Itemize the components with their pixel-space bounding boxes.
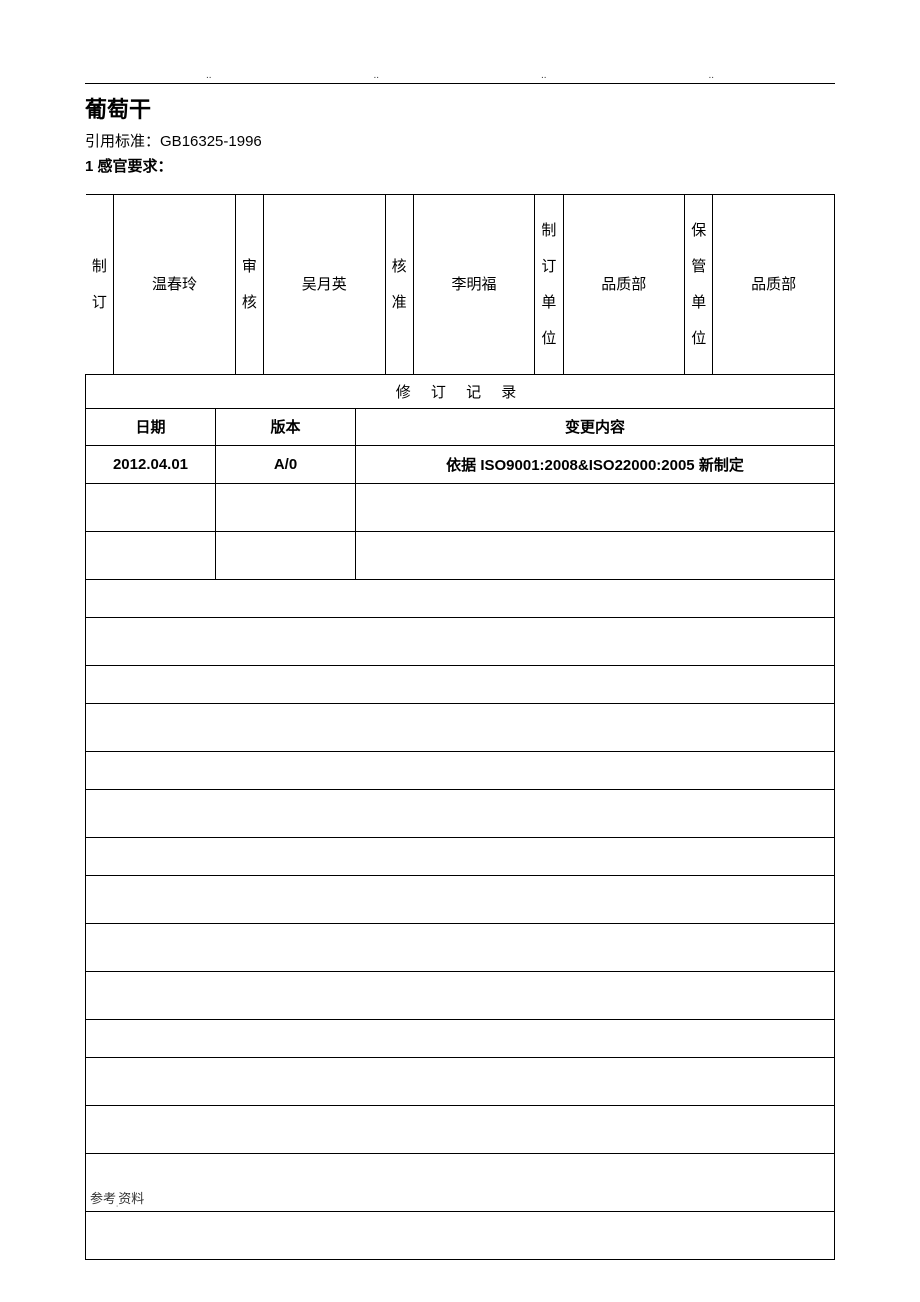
empty-row	[86, 789, 835, 837]
empty-row	[86, 751, 835, 789]
revision-header-date: 日期	[86, 409, 216, 445]
empty-row	[86, 971, 835, 1019]
section-1-heading: 1 感官要求：	[85, 155, 835, 176]
revision-data-row: 2012.04.01 A/0 依据 ISO9001:2008&ISO22000:…	[86, 445, 835, 483]
standard-reference: 引用标准：GB16325-1996	[85, 130, 835, 151]
approval-value-approve: 李明福	[413, 195, 535, 375]
header-dots-row: .. .. .. ..	[85, 70, 835, 81]
approval-label-author: 制订	[86, 195, 114, 375]
empty-row	[86, 665, 835, 703]
footer-text-1: 参考	[90, 1191, 116, 1206]
approval-value-dept: 品质部	[563, 195, 685, 375]
empty-row	[86, 1019, 835, 1057]
empty-row	[86, 483, 835, 531]
revision-change: 依据 ISO9001:2008&ISO22000:2005 新制定	[356, 445, 835, 483]
approval-table: 制订 温春玲 审核 吴月英 核准 李明福 制订单位 品质部 保管单位 品质部 修…	[85, 194, 835, 409]
approval-label-keeper: 保管单位	[685, 195, 713, 375]
footer-reference: 参考.资料	[86, 1153, 835, 1211]
revision-title-row: 修 订 记 录	[86, 375, 835, 409]
document-title: 葡萄干	[85, 92, 835, 124]
empty-row	[86, 531, 835, 579]
footer-text-2: 资料	[118, 1191, 144, 1206]
approval-value-keeper: 品质部	[713, 195, 835, 375]
revision-header-version: 版本	[216, 409, 356, 445]
revision-header-row: 日期 版本 变更内容	[86, 409, 835, 445]
empty-row	[86, 875, 835, 923]
approval-label-dept: 制订单位	[535, 195, 563, 375]
revision-version: A/0	[216, 445, 356, 483]
empty-row	[86, 703, 835, 751]
header-dot: ..	[541, 70, 547, 81]
revision-header-change: 变更内容	[356, 409, 835, 445]
approval-row: 制订 温春玲 审核 吴月英 核准 李明福 制订单位 品质部 保管单位 品质部	[86, 195, 835, 375]
approval-label-review: 审核	[235, 195, 263, 375]
empty-row	[86, 1105, 835, 1153]
header-dot: ..	[708, 70, 714, 81]
empty-row	[86, 923, 835, 971]
empty-row	[86, 1211, 835, 1259]
header-divider	[85, 83, 835, 84]
footer-row: 参考.资料	[86, 1153, 835, 1211]
standard-value: GB16325-1996	[160, 133, 262, 150]
header-dot: ..	[206, 70, 212, 81]
standard-label: 引用标准：	[85, 133, 160, 150]
document-page: .. .. .. .. 葡萄干 引用标准：GB16325-1996 1 感官要求…	[0, 0, 920, 1280]
approval-value-author: 温春玲	[114, 195, 236, 375]
revision-date: 2012.04.01	[86, 445, 216, 483]
revision-table: 日期 版本 变更内容 2012.04.01 A/0 依据 ISO9001:200…	[85, 409, 835, 1260]
empty-row	[86, 837, 835, 875]
empty-row	[86, 1057, 835, 1105]
revision-title: 修 订 记 录	[86, 375, 835, 409]
empty-row	[86, 579, 835, 617]
approval-label-approve: 核准	[385, 195, 413, 375]
approval-value-review: 吴月英	[263, 195, 385, 375]
empty-row	[86, 617, 835, 665]
header-dot: ..	[373, 70, 379, 81]
